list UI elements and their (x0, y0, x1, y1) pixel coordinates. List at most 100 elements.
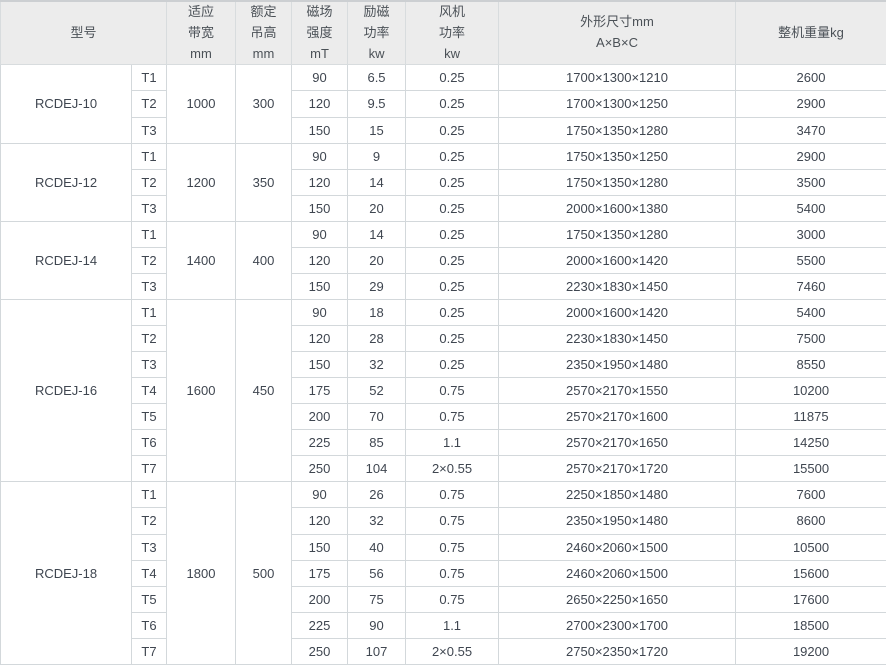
field-strength-cell: 150 (291, 116, 349, 144)
table-row: T3 150 32 0.25 2350×1950×1480 8550 (1, 351, 886, 379)
header-dimensions: 外形尺寸mm A×B×C (498, 0, 737, 66)
table-row: T2 120 9.5 0.25 1700×1300×1250 2900 (1, 90, 886, 118)
fan-power-cell: 0.25 (405, 168, 500, 196)
variant-cell: T3 (130, 351, 168, 379)
variant-cell: T2 (130, 325, 168, 353)
weight-cell: 18500 (735, 611, 886, 639)
excitation-power-cell: 70 (347, 403, 407, 431)
excitation-power-cell: 26 (347, 481, 407, 509)
table-row: T6 225 90 1.1 2700×2300×1700 18500 (1, 611, 886, 639)
fan-power-cell: 0.25 (405, 325, 500, 353)
weight-cell: 5400 (735, 194, 886, 222)
table-header: 型号 适应 带宽 mm 额定 吊高 mm 磁场 强度 mT 励磁 功率 kw 风… (0, 0, 886, 66)
excitation-power-cell: 9 (347, 142, 407, 170)
excitation-power-cell: 20 (347, 246, 407, 274)
fan-power-cell: 0.25 (405, 351, 500, 379)
weight-cell: 3000 (735, 220, 886, 248)
excitation-power-cell: 85 (347, 429, 407, 457)
field-strength-cell: 225 (291, 611, 349, 639)
table-row: RCDEJ-10 T1 1000 300 90 6.5 0.25 1700×1300×1210… (0, 64, 886, 144)
variant-cell: T2 (130, 507, 168, 535)
excitation-power-cell: 15 (347, 116, 407, 144)
fan-power-cell: 0.25 (405, 142, 500, 170)
variant-cell: T4 (130, 377, 168, 405)
field-strength-cell: 120 (291, 325, 349, 353)
table-row: T7 250 104 2×0.55 2570×2170×1720 15500 (1, 455, 886, 483)
weight-cell: 15500 (735, 455, 886, 483)
model-cell: RCDEJ-14 (0, 220, 132, 300)
field-strength-cell: 150 (291, 351, 349, 379)
bandwidth-cell: 1400 (166, 220, 237, 300)
dimensions-cell: 2570×2170×1720 (498, 455, 737, 483)
field-strength-cell: 90 (291, 64, 349, 92)
header-model: 型号 (0, 0, 168, 66)
variant-cell: T3 (130, 194, 168, 222)
dimensions-cell: 2570×2170×1550 (498, 377, 737, 405)
table-row: T2 120 14 0.25 1750×1350×1280 3500 (1, 168, 886, 196)
weight-cell: 15600 (735, 559, 886, 587)
variant-cell: T3 (130, 116, 168, 144)
table-row: T6 225 85 1.1 2570×2170×1650 14250 (1, 429, 886, 457)
fan-power-cell: 0.25 (405, 64, 500, 92)
hang-height-cell: 500 (235, 481, 293, 665)
fan-power-cell: 0.75 (405, 377, 500, 405)
model-cell: RCDEJ-10 (0, 64, 132, 144)
variant-cell: T3 (130, 272, 168, 300)
field-strength-cell: 250 (291, 455, 349, 483)
bandwidth-cell: 1600 (166, 298, 237, 483)
weight-cell: 10500 (735, 533, 886, 561)
field-strength-cell: 90 (291, 142, 349, 170)
field-strength-cell: 120 (291, 507, 349, 535)
table-row: T5 200 75 0.75 2650×2250×1650 17600 (1, 585, 886, 613)
field-strength-cell: 90 (291, 298, 349, 327)
variant-cell: T6 (130, 611, 168, 639)
excitation-power-cell: 28 (347, 325, 407, 353)
excitation-power-cell: 52 (347, 377, 407, 405)
excitation-power-cell: 104 (347, 455, 407, 483)
table-row: T2 120 20 0.25 2000×1600×1420 5500 (1, 246, 886, 274)
variant-cell: T6 (130, 429, 168, 457)
dimensions-cell: 2250×1850×1480 (498, 481, 737, 509)
table-row: RCDEJ-12 T1 1200 350 90 9 0.25 1750×1350×1250 29… (0, 142, 886, 222)
dimensions-cell: 2230×1830×1450 (498, 272, 737, 300)
table-body: RCDEJ-10 T1 1000 300 90 6.5 0.25 1700×1300×1210… (0, 64, 886, 665)
field-strength-cell: 90 (291, 481, 349, 509)
fan-power-cell: 0.25 (405, 90, 500, 118)
excitation-power-cell: 32 (347, 351, 407, 379)
bandwidth-cell: 1200 (166, 142, 237, 222)
table-row: T3 150 40 0.75 2460×2060×1500 10500 (1, 533, 886, 561)
fan-power-cell: 0.75 (405, 481, 500, 509)
table-row: T3 150 20 0.25 2000×1600×1380 5400 (1, 194, 886, 222)
excitation-power-cell: 6.5 (347, 64, 407, 92)
weight-cell: 2600 (735, 64, 886, 92)
field-strength-cell: 250 (291, 637, 349, 665)
dimensions-cell: 2700×2300×1700 (498, 611, 737, 639)
header-fan-power: 风机 功率 kw (405, 0, 500, 66)
header-field-strength: 磁场 强度 mT (291, 0, 349, 66)
field-strength-cell: 200 (291, 403, 349, 431)
fan-power-cell: 1.1 (405, 429, 500, 457)
bandwidth-cell: 1000 (166, 64, 237, 144)
variant-cell: T1 (130, 64, 168, 92)
variant-cell: T2 (130, 90, 168, 118)
dimensions-cell: 2000×1600×1380 (498, 194, 737, 222)
excitation-power-cell: 40 (347, 533, 407, 561)
weight-cell: 19200 (735, 637, 886, 665)
weight-cell: 10200 (735, 377, 886, 405)
table-row: RCDEJ-14 T1 1400 400 90 14 0.25 1750×1350×1280 3… (0, 220, 886, 300)
weight-cell: 8550 (735, 351, 886, 379)
dimensions-cell: 2460×2060×1500 (498, 559, 737, 587)
bandwidth-cell: 1800 (166, 481, 237, 665)
table-row: T4 175 52 0.75 2570×2170×1550 10200 (1, 377, 886, 405)
table-row: T3 150 29 0.25 2230×1830×1450 7460 (1, 272, 886, 300)
fan-power-cell: 2×0.55 (405, 455, 500, 483)
fan-power-cell: 0.25 (405, 194, 500, 222)
hang-height-cell: 450 (235, 298, 293, 483)
dimensions-cell: 2570×2170×1650 (498, 429, 737, 457)
dimensions-cell: 2750×2350×1720 (498, 637, 737, 665)
excitation-power-cell: 107 (347, 637, 407, 665)
fan-power-cell: 0.25 (405, 116, 500, 144)
header-weight: 整机重量kg (735, 0, 886, 66)
dimensions-cell: 2460×2060×1500 (498, 533, 737, 561)
fan-power-cell: 2×0.55 (405, 637, 500, 665)
